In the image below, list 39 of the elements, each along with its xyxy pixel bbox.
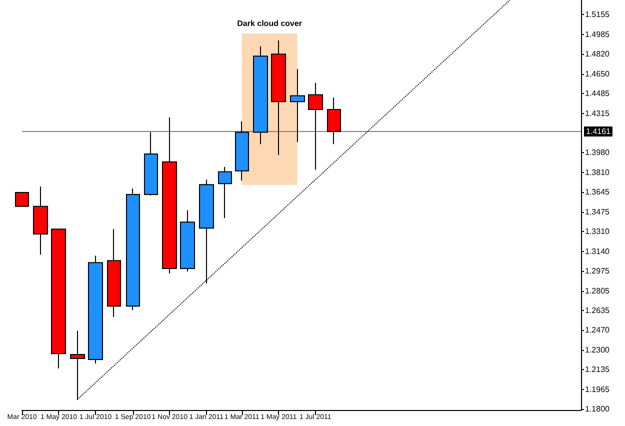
y-tick-label: 1.4650 <box>585 70 610 79</box>
candlestick <box>180 210 195 272</box>
y-tick-label: 1.3475 <box>585 208 610 217</box>
candlestick <box>290 68 305 143</box>
y-tick-label: 1.4315 <box>585 108 610 118</box>
y-tick-label: 1.2805 <box>585 286 610 296</box>
y-tick-label: 1.3810 <box>585 168 610 178</box>
candlestick <box>199 179 214 284</box>
y-tick-label: 1.4485 <box>585 88 610 98</box>
y-tick-label: 1.1800 <box>585 404 610 414</box>
candlestick <box>144 132 158 196</box>
y-tick-label: 1.2975 <box>585 266 610 276</box>
candlestick <box>271 40 286 156</box>
y-tick-label: 1.2635 <box>585 306 610 316</box>
y-tick-label: 1.4820 <box>585 50 610 59</box>
candlestick <box>162 116 177 274</box>
candlestick <box>107 228 121 318</box>
candlestick <box>15 192 29 207</box>
y-tick-label: 1.2470 <box>585 326 610 335</box>
candlestick <box>51 228 66 369</box>
y-tick-label: 1.4985 <box>585 30 610 40</box>
candlestick <box>253 46 268 145</box>
y-tick-label: 1.2135 <box>585 364 610 374</box>
y-tick-label: 1.3140 <box>585 246 610 256</box>
candlestick <box>218 166 232 219</box>
y-tick-label: 1.2300 <box>585 346 610 355</box>
y-tick-label: 1.3645 <box>585 188 610 197</box>
y-tick-label: 1.3310 <box>585 226 610 236</box>
candlestick <box>308 82 323 170</box>
ref-line-label: 1.4161 <box>586 126 612 136</box>
candlestick <box>126 188 140 311</box>
y-tick-label: 1.3980 <box>585 148 610 158</box>
candlestick <box>235 120 249 182</box>
y-tick-label: 1.5155 <box>585 10 610 20</box>
candlestick <box>33 186 48 256</box>
band-label: Dark cloud cover <box>237 18 302 28</box>
candlestick <box>88 255 103 364</box>
candlestick <box>327 97 341 145</box>
y-tick-label: 1.1965 <box>585 384 610 394</box>
